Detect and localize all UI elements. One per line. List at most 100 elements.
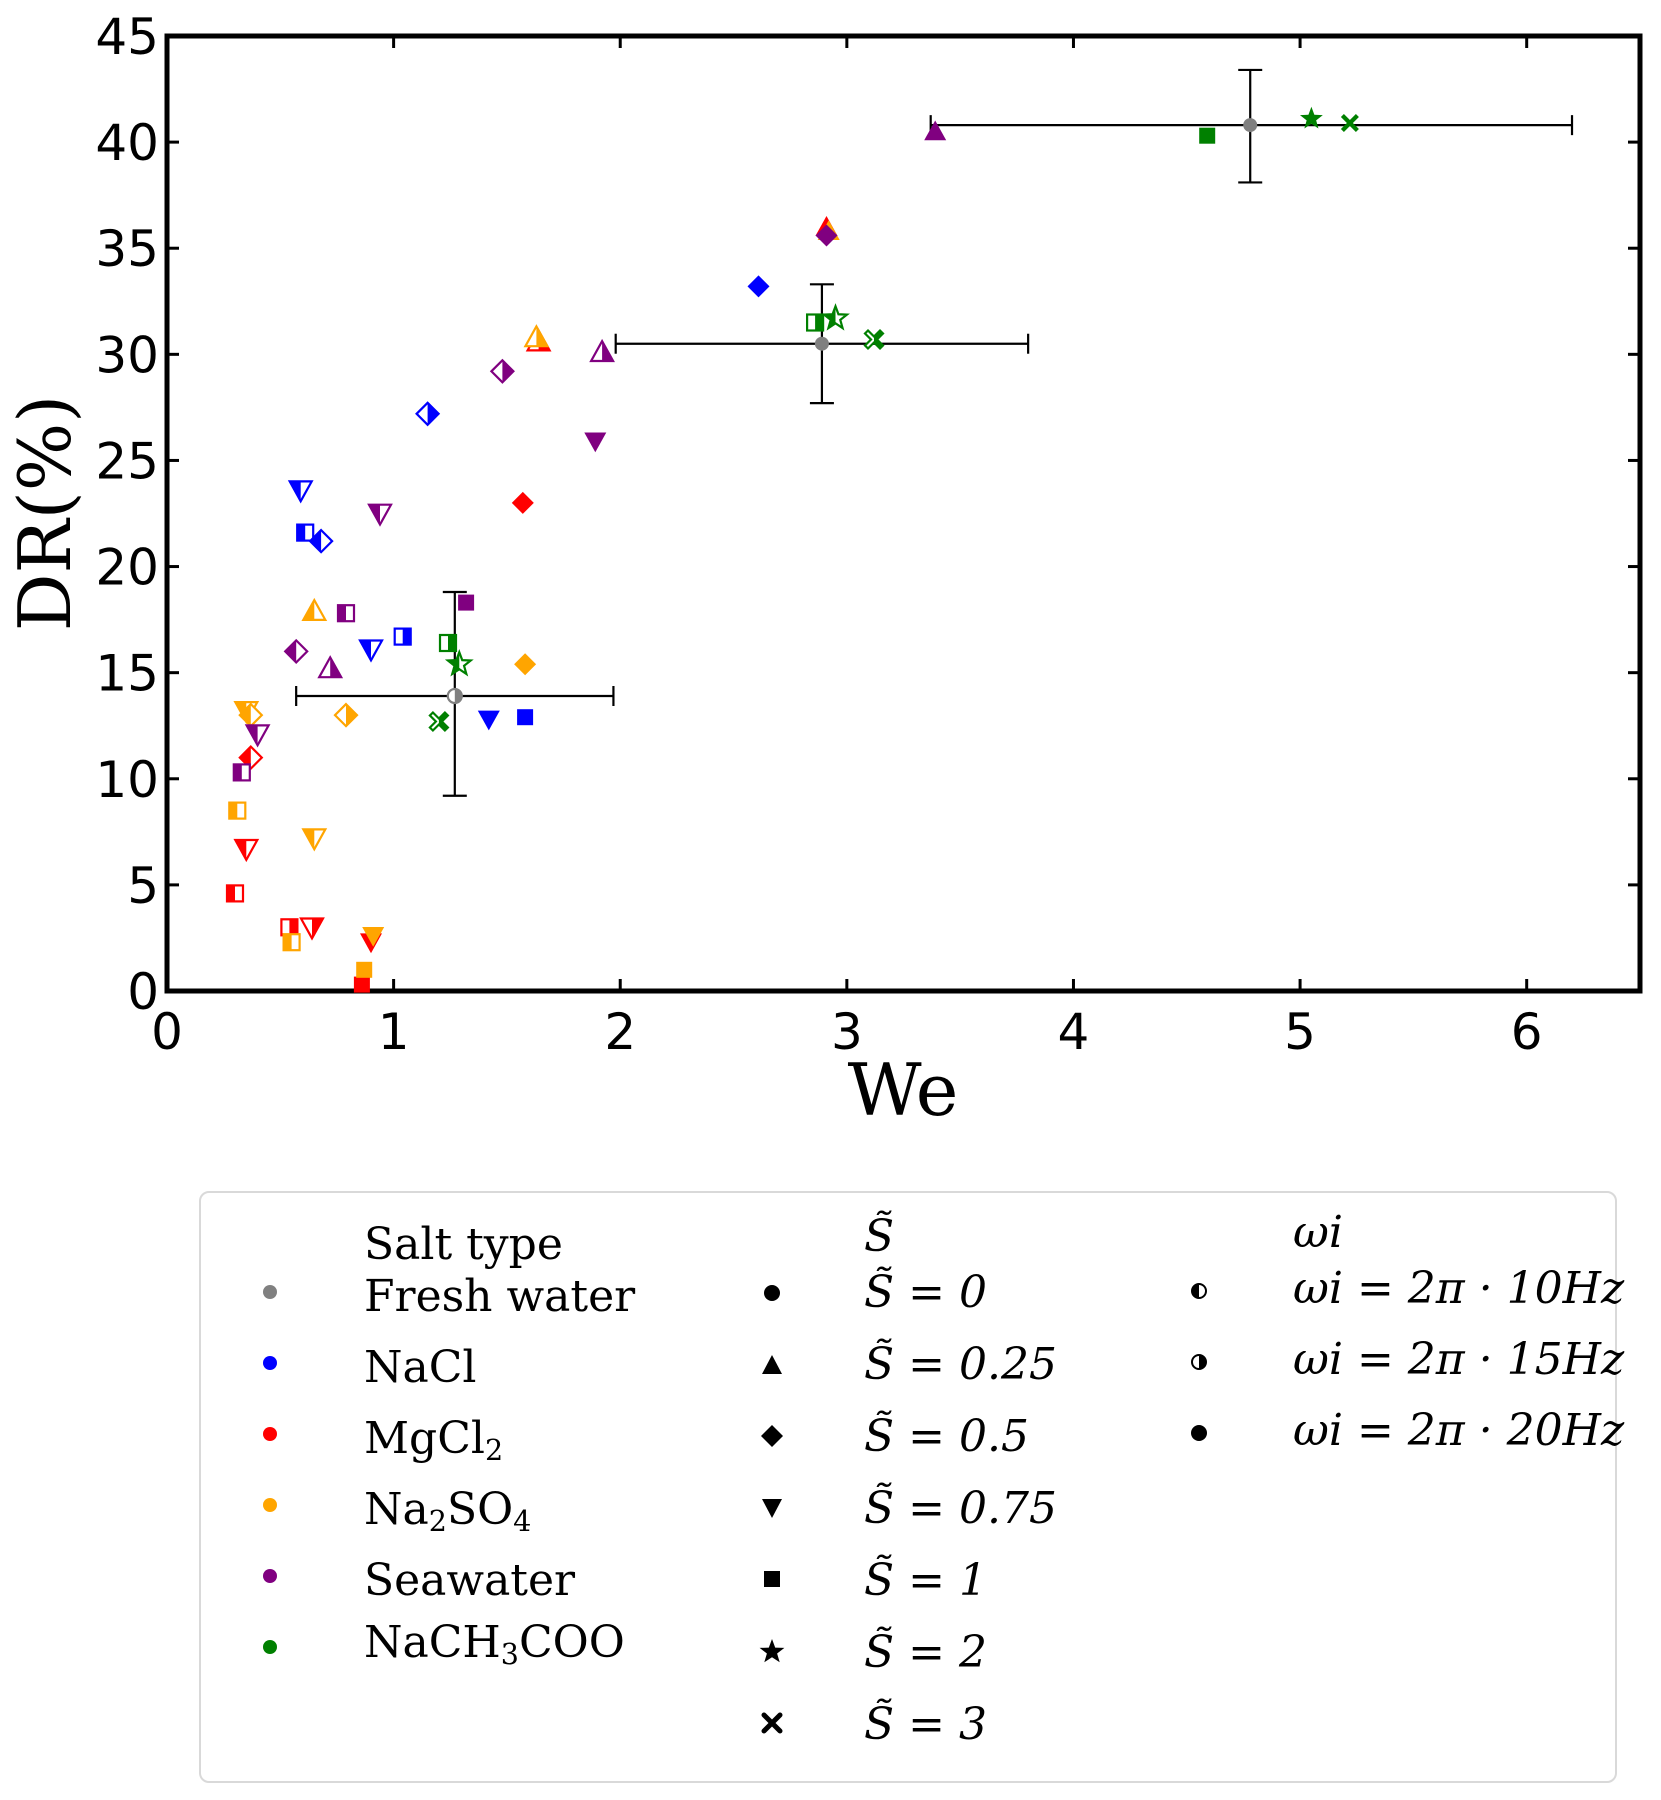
y-tick-label: 20: [95, 539, 159, 597]
data-point: [232, 763, 251, 782]
y-tick-label: 5: [127, 857, 159, 915]
x-tick-label: 3: [831, 1003, 863, 1061]
legend-header-s: S̃: [864, 1211, 895, 1262]
data-point: [815, 224, 838, 247]
legend-label-nach3coo: NaCH3COO: [364, 1617, 625, 1672]
legend-label-s0: S̃ = 0: [864, 1267, 987, 1318]
data-point: [805, 313, 825, 332]
data-point: [438, 633, 458, 653]
legend-marker-mgcl2: [263, 1427, 277, 1441]
data-point: [489, 358, 515, 384]
data-point: [356, 961, 373, 978]
data-point: [308, 528, 334, 554]
legend-label-s2: S̃ = 2: [864, 1627, 987, 1678]
data-point: [301, 828, 328, 852]
data-point: [415, 401, 441, 427]
data-point: [444, 649, 474, 677]
data-point: [301, 597, 328, 621]
x-tick-label: 4: [1058, 1003, 1090, 1061]
y-tick-label: 40: [95, 114, 159, 172]
x-tick-label: 5: [1284, 1003, 1316, 1061]
legend-label-mgcl2: MgCl2: [364, 1413, 504, 1468]
legend-label-na2so4: Na2SO4: [364, 1484, 532, 1539]
errorbar: [929, 68, 1574, 184]
y-tick-label: 45: [95, 8, 159, 66]
legend-label-s025: S̃ = 0.25: [864, 1339, 1057, 1390]
data-point: [1299, 106, 1323, 129]
x-axis: 0 1 2 3 4 5 6: [151, 36, 1543, 1061]
legend-marker-x: [761, 1712, 783, 1734]
legend-marker-circle: [764, 1285, 780, 1301]
data-point: [589, 338, 615, 363]
data-point: [353, 976, 370, 993]
data-point: [584, 432, 607, 453]
legend-marker-diamond: [761, 1425, 783, 1447]
x-tick-label: 1: [378, 1003, 410, 1061]
y-tick-label: 25: [95, 432, 159, 490]
legend-label-s05: S̃ = 0.5: [864, 1411, 1029, 1462]
legend-label-nacl: NaCl: [364, 1342, 477, 1393]
y-tick-label: 15: [95, 645, 159, 703]
legend-marker-20hz: [1191, 1425, 1207, 1441]
data-point: [244, 724, 271, 748]
legend-marker-10hz: [1191, 1283, 1207, 1299]
legend-label-15hz: ωi = 2π · 15Hz: [1293, 1334, 1625, 1385]
plot-frame: [164, 33, 1643, 994]
y-axis-label: DR(%): [3, 395, 87, 632]
legend-marker-15hz: [1191, 1354, 1207, 1370]
legend-marker-triangle-down: [762, 1499, 782, 1518]
data-point: [225, 884, 245, 903]
data-point: [477, 710, 500, 731]
data-point: [428, 710, 450, 733]
data-point: [517, 709, 534, 726]
data-point: [1340, 114, 1359, 132]
data-point: [228, 801, 247, 820]
data-point: [358, 639, 384, 663]
data-point: [511, 491, 534, 514]
data-point: [282, 933, 301, 952]
data-point: [747, 275, 770, 298]
errorbar: [295, 590, 615, 797]
data-point: [393, 627, 412, 646]
data-point: [233, 838, 260, 863]
legend-marker-fresh-water: [263, 1285, 277, 1299]
y-axis: 0 5 10 15 20 25 30 35 40 45: [95, 8, 1640, 1021]
legend-label-10hz: ωi = 2π · 10Hz: [1293, 1263, 1625, 1314]
legend-label-s075: S̃ = 0.75: [864, 1483, 1057, 1534]
y-tick-label: 0: [127, 963, 159, 1021]
x-tick-label: 6: [1511, 1003, 1543, 1061]
x-tick-label: 0: [151, 1003, 183, 1061]
data-point: [514, 653, 537, 676]
errorbar-group: [295, 68, 1574, 797]
legend: Salt type Fresh water NaCl MgCl2 Na2SO4 …: [199, 1191, 1624, 1783]
data-point: [283, 638, 309, 664]
data-point: [296, 523, 315, 542]
data-point: [523, 324, 550, 348]
y-tick-label: 10: [95, 751, 159, 809]
errorbar-center-point: [1243, 118, 1258, 133]
errorbar-center-point: [814, 336, 829, 351]
data-point: [863, 328, 885, 351]
legend-marker-nacl: [263, 1356, 277, 1370]
data-point: [362, 927, 385, 947]
x-axis-label: We: [848, 1048, 959, 1132]
y-tick-label: 30: [95, 326, 159, 384]
data-point: [333, 702, 359, 728]
legend-label-fresh-water: Fresh water: [364, 1271, 636, 1322]
legend-label-20hz: ωi = 2π · 20Hz: [1293, 1405, 1625, 1456]
data-point: [280, 918, 299, 937]
legend-marker-star: [759, 1639, 785, 1663]
legend-marker-na2so4: [263, 1498, 277, 1512]
legend-header-omega: ωi: [1293, 1207, 1343, 1258]
data-point: [299, 917, 325, 941]
data-point: [287, 480, 314, 504]
legend-marker-square: [764, 1571, 780, 1587]
data-point: [1199, 127, 1216, 144]
legend-header-salt: Salt type: [364, 1219, 563, 1270]
legend-label-seawater: Seawater: [364, 1555, 576, 1606]
data-point: [336, 604, 356, 623]
errorbar: [614, 283, 1030, 405]
data-point: [821, 303, 850, 331]
x-tick-label: 2: [604, 1003, 636, 1061]
